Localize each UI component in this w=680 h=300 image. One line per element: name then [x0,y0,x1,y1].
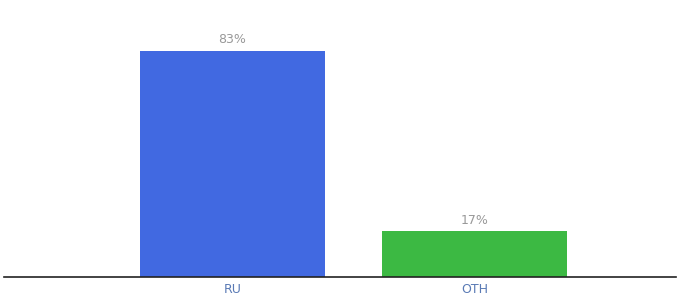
Bar [140,51,325,277]
Text: 17%: 17% [460,214,488,227]
Bar [382,231,566,277]
Text: 83%: 83% [218,34,246,46]
